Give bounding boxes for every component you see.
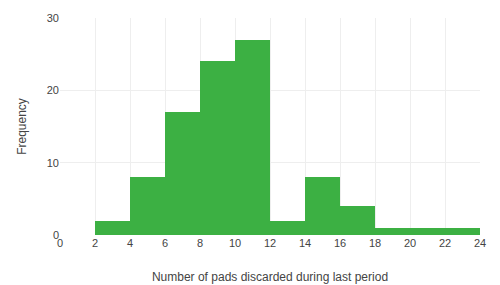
svg-text:30: 30	[47, 12, 59, 24]
svg-text:0: 0	[57, 237, 63, 249]
svg-text:14: 14	[299, 237, 311, 249]
svg-text:20: 20	[404, 237, 416, 249]
svg-text:12: 12	[264, 237, 276, 249]
svg-text:4: 4	[127, 237, 133, 249]
svg-text:24: 24	[474, 237, 486, 249]
svg-text:8: 8	[197, 237, 203, 249]
svg-text:2: 2	[92, 237, 98, 249]
svg-text:10: 10	[47, 157, 59, 169]
svg-text:6: 6	[162, 237, 168, 249]
svg-text:16: 16	[334, 237, 346, 249]
svg-text:10: 10	[229, 237, 241, 249]
svg-text:22: 22	[439, 237, 451, 249]
svg-text:Number of pads discarded durin: Number of pads discarded during last per…	[152, 270, 388, 284]
svg-text:0: 0	[53, 229, 59, 241]
svg-text:Frequency: Frequency	[15, 98, 29, 155]
svg-text:18: 18	[369, 237, 381, 249]
svg-text:20: 20	[47, 84, 59, 96]
